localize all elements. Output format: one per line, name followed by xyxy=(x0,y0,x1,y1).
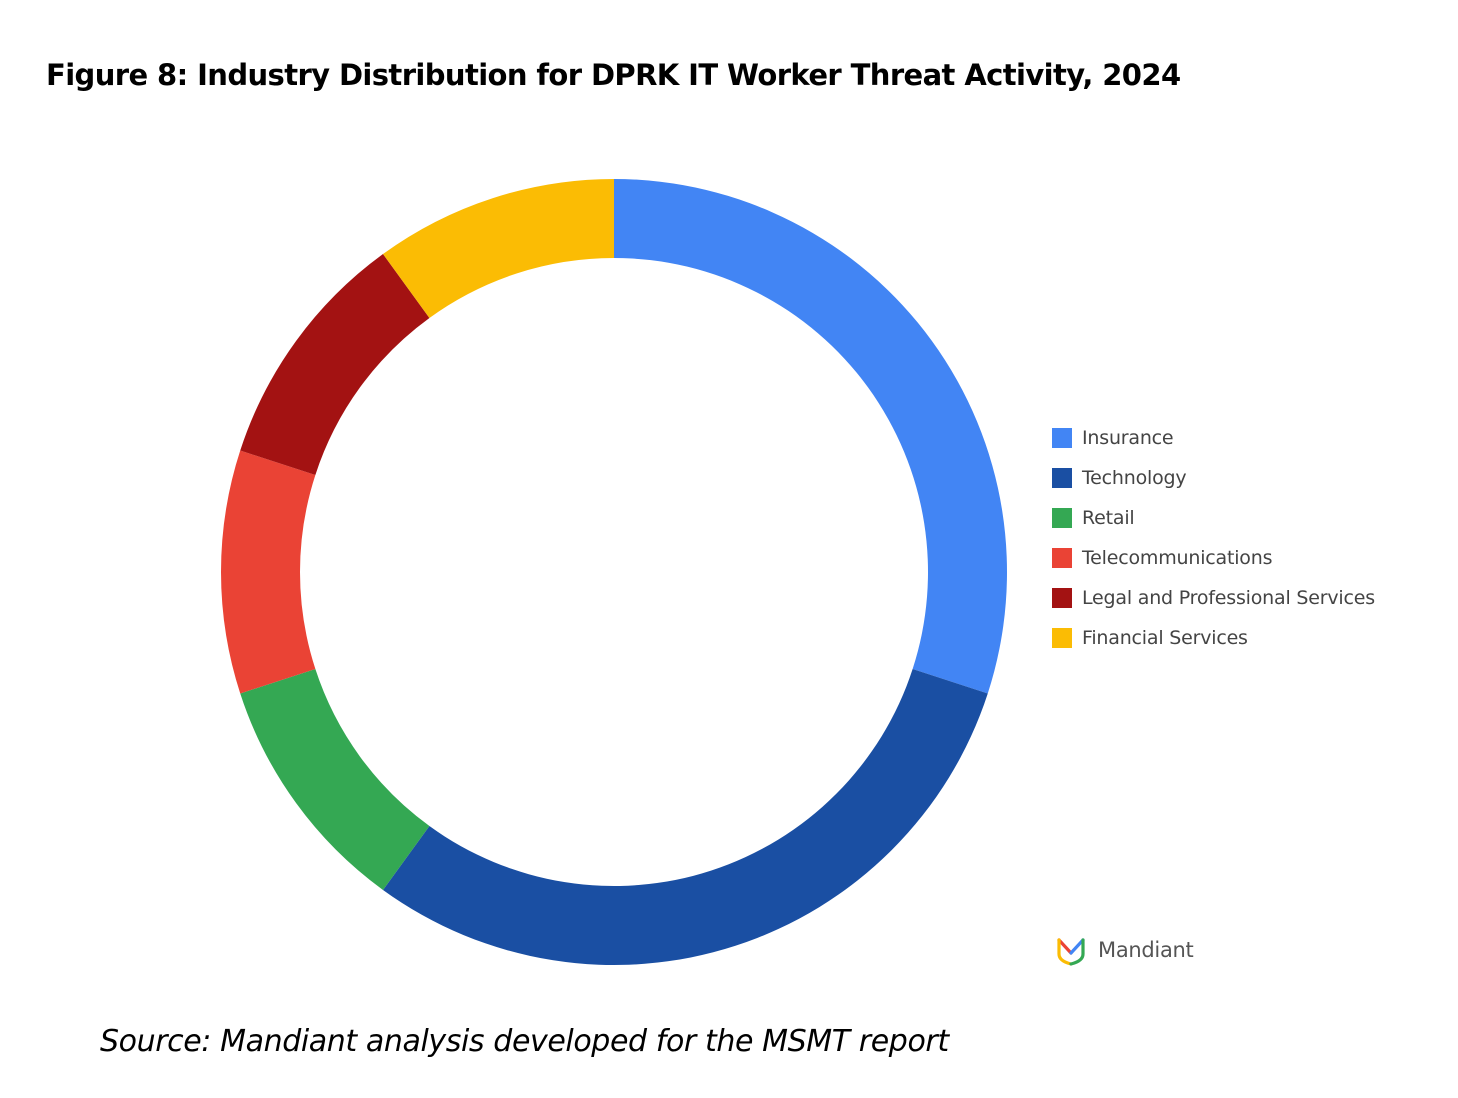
legend-item: Legal and Professional Services xyxy=(1052,578,1432,618)
slice-retail xyxy=(240,669,430,890)
legend-swatch xyxy=(1052,428,1072,448)
legend-item: Insurance xyxy=(1052,418,1432,458)
logo-text: Mandiant xyxy=(1098,938,1194,962)
mandiant-logo: Mandiant xyxy=(1056,934,1194,966)
slice-telecommunications xyxy=(221,450,316,694)
legend-label: Financial Services xyxy=(1082,627,1248,649)
legend-label: Insurance xyxy=(1082,427,1174,449)
figure-title: Figure 8: Industry Distribution for DPRK… xyxy=(46,58,1181,92)
legend-swatch xyxy=(1052,628,1072,648)
legend-label: Legal and Professional Services xyxy=(1082,587,1375,609)
slice-legal-and-professional-services xyxy=(240,254,430,475)
mandiant-logo-icon xyxy=(1057,938,1085,966)
legend-item: Retail xyxy=(1052,498,1432,538)
legend-label: Telecommunications xyxy=(1082,547,1273,569)
legend-swatch xyxy=(1052,548,1072,568)
slice-financial-services xyxy=(383,179,614,318)
legend-swatch xyxy=(1052,508,1072,528)
chart-legend: Insurance Technology Retail Telecommunicati… xyxy=(1052,418,1432,658)
legend-item: Financial Services xyxy=(1052,618,1432,658)
legend-label: Retail xyxy=(1082,507,1135,529)
legend-item: Telecommunications xyxy=(1052,538,1432,578)
legend-swatch xyxy=(1052,468,1072,488)
slice-insurance xyxy=(614,179,1007,694)
legend-item: Technology xyxy=(1052,458,1432,498)
source-note: Source: Mandiant analysis developed for … xyxy=(100,1024,949,1059)
legend-swatch xyxy=(1052,588,1072,608)
donut-slices xyxy=(221,179,1007,965)
slice-technology xyxy=(383,669,988,965)
legend-label: Technology xyxy=(1082,467,1187,489)
